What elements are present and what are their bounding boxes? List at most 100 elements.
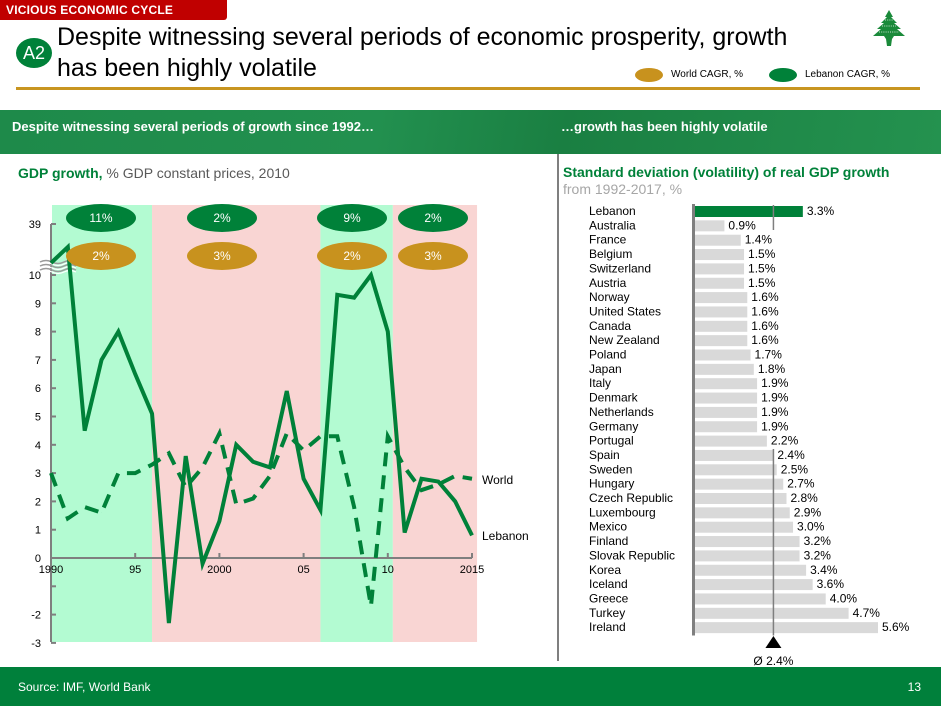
y-tick-label: 39 [29, 219, 41, 231]
lebanon-cagr-value-1: 2% [213, 211, 231, 225]
bar-value-label: 4.0% [830, 591, 858, 605]
bar-category-label: New Zealand [589, 333, 660, 347]
footer-bar [0, 667, 941, 706]
bar-greece [695, 593, 826, 605]
legend-world: World CAGR, % [635, 68, 743, 82]
legend-lebanon: Lebanon CAGR, % [769, 68, 890, 82]
y-tick-label: 7 [35, 355, 41, 367]
lebanon-cagr-pill-0 [66, 204, 136, 232]
bar-category-label: Spain [589, 448, 620, 462]
bar-switzerland [695, 263, 745, 275]
bar-value-label: 0.9% [728, 218, 756, 232]
bar-category-label: Netherlands [589, 405, 654, 419]
y-tick-label: 9 [35, 298, 41, 310]
bar-value-label: 2.8% [791, 491, 819, 505]
world-cagr-pill-3 [398, 242, 468, 270]
period-band-3 [392, 205, 478, 642]
bar-category-label: Switzerland [589, 261, 651, 275]
bar-category-label: Poland [589, 348, 626, 362]
bar-value-label: 3.4% [810, 563, 838, 577]
bar-category-label: Finland [589, 534, 628, 548]
bar-value-label: 3.0% [797, 520, 825, 534]
band-left-text: Despite witnessing several periods of gr… [12, 119, 374, 134]
bar-category-label: Hungary [589, 477, 634, 491]
bar-korea [695, 564, 807, 576]
bar-category-label: Portugal [589, 434, 634, 448]
bar-category-label: Mexico [589, 520, 627, 534]
bar-category-label: Ireland [589, 620, 626, 634]
y-tick-label: 4 [35, 440, 41, 452]
bar-value-label: 1.6% [751, 319, 779, 333]
left-subtitle-rest: % GDP constant prices, 2010 [102, 165, 290, 181]
bar-czech-republic [695, 493, 787, 504]
bar-denmark [695, 392, 758, 404]
bar-value-label: 1.5% [748, 247, 776, 261]
bar-italy [695, 378, 758, 390]
series-world-line [49, 427, 473, 607]
legend-world-swatch [635, 68, 663, 82]
bar-value-label: 1.4% [745, 233, 773, 247]
world-cagr-value-3: 3% [424, 249, 442, 263]
panel-divider [557, 154, 559, 661]
bar-value-label: 2.4% [777, 448, 805, 462]
bar-austria [695, 277, 745, 289]
bar-mexico [695, 521, 794, 533]
bar-united-states [695, 306, 748, 318]
x-tick-label: 2000 [207, 564, 231, 576]
page-number: 13 [907, 680, 921, 694]
series-label-world: World [482, 473, 513, 487]
headline-band [0, 110, 941, 154]
bar-sweden [695, 464, 777, 476]
lebanon-cagr-pill-2 [317, 204, 387, 232]
y-tick-label: -2 [31, 610, 41, 622]
world-cagr-value-1: 3% [213, 249, 231, 263]
bar-norway [695, 292, 748, 304]
legend-lebanon-label: Lebanon CAGR, % [805, 69, 891, 80]
bar-japan [695, 363, 754, 375]
bar-value-label: 1.9% [761, 405, 789, 419]
bar-category-label: Japan [589, 362, 622, 376]
lebanon-cagr-value-0: 11% [89, 211, 112, 225]
y-tick-label: 5 [35, 412, 41, 424]
bar-value-label: 2.2% [771, 434, 799, 448]
bar-finland [695, 536, 800, 548]
x-tick-label: 1990 [39, 564, 63, 576]
bar-category-label: Germany [589, 419, 638, 433]
y-tick-label: 1 [35, 525, 41, 537]
x-tick-label: 95 [129, 564, 141, 576]
average-marker-icon [765, 636, 782, 648]
bar-category-label: Korea [589, 563, 621, 577]
bar-value-label: 5.6% [882, 620, 910, 634]
bar-value-label: 3.2% [804, 548, 832, 562]
bar-category-label: Norway [589, 290, 630, 304]
series-lebanon-line [49, 242, 474, 624]
bar-value-label: 4.7% [853, 606, 881, 620]
lebanon-cagr-value-2: 9% [343, 211, 361, 225]
bar-category-label: Lebanon [589, 204, 636, 218]
x-tick-label: 05 [297, 564, 309, 576]
y-tick-label: 6 [35, 383, 41, 395]
bar-value-label: 1.6% [751, 304, 779, 318]
bar-category-label: Denmark [589, 391, 639, 405]
bar-category-label: Luxembourg [589, 505, 656, 519]
bar-category-label: Austria [589, 276, 627, 290]
bar-category-label: United States [589, 304, 661, 318]
bar-luxembourg [695, 507, 790, 519]
footer-source: Source: IMF, World Bank [18, 680, 151, 694]
lebanon-cagr-pill-1 [187, 204, 257, 232]
bar-value-label: 2.7% [787, 477, 815, 491]
lebanon-cagr-pill-3 [398, 204, 468, 232]
bar-belgium [695, 249, 745, 261]
bar-category-label: Italy [589, 376, 611, 390]
section-badge: A2 [16, 38, 52, 68]
bar-new-zealand [695, 335, 748, 347]
lebanon-cagr-value-3: 2% [424, 211, 442, 225]
bar-canada [695, 320, 748, 332]
bar-value-label: 1.6% [751, 333, 779, 347]
x-tick-label: 10 [382, 564, 394, 576]
bar-category-label: Greece [589, 591, 629, 605]
series-label-lebanon: Lebanon [482, 529, 529, 543]
y-tick-label: -3 [31, 638, 41, 650]
bar-value-label: 1.5% [748, 276, 776, 290]
